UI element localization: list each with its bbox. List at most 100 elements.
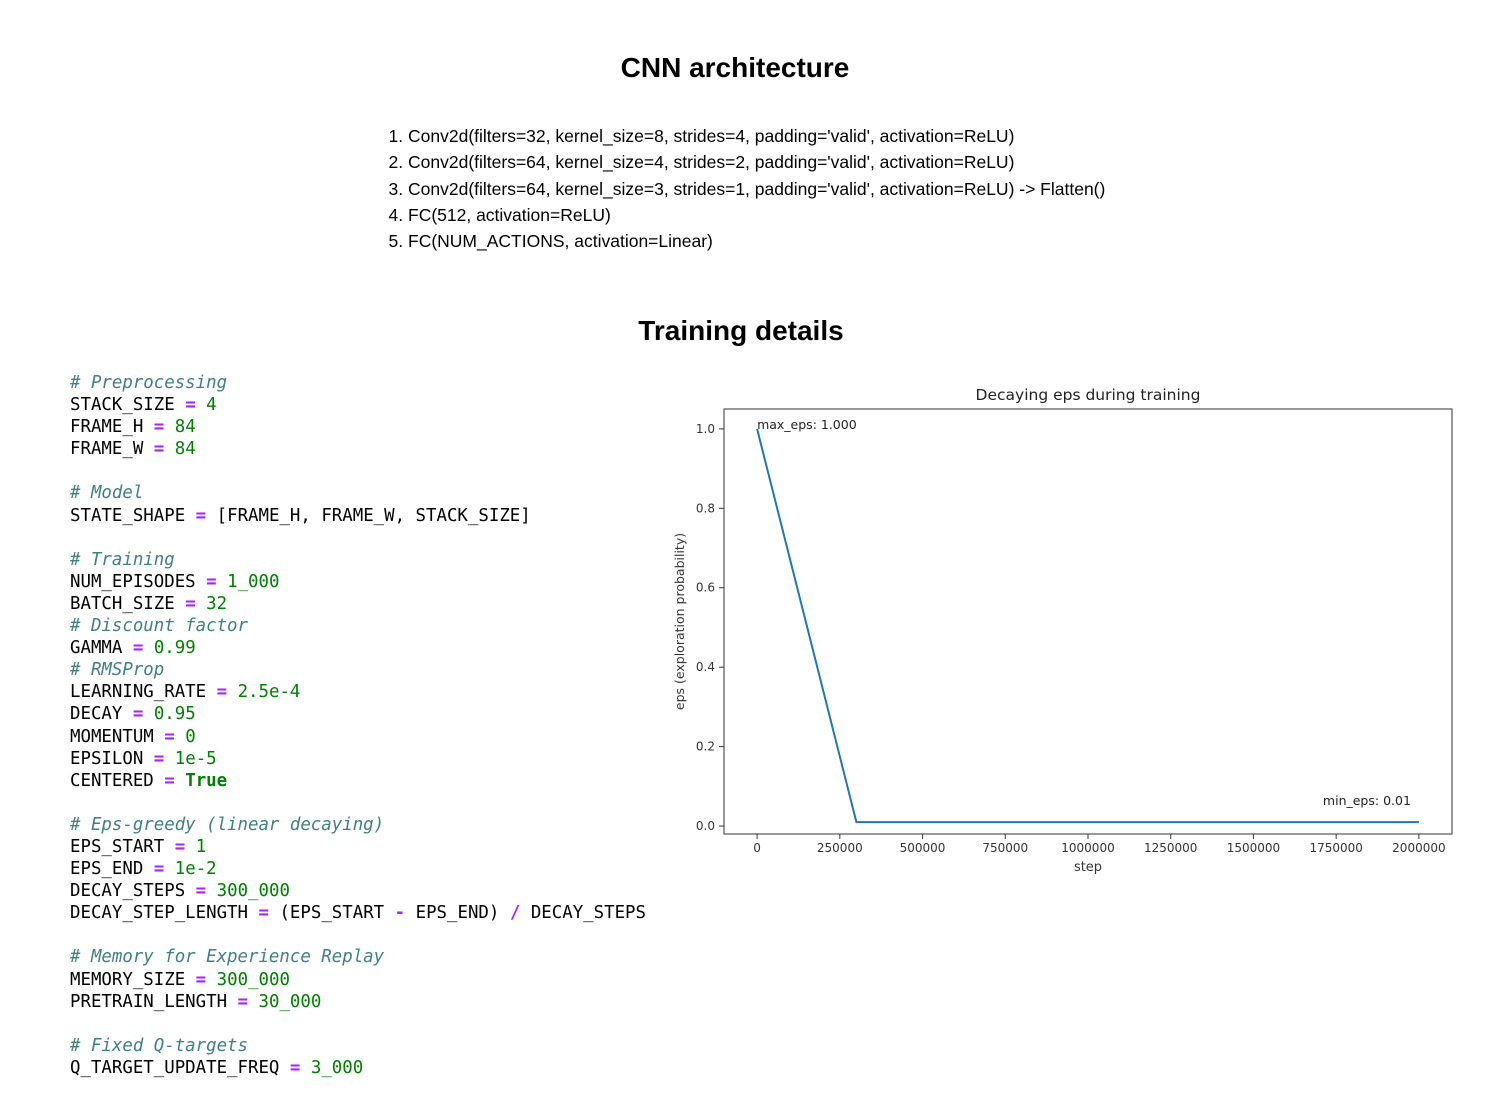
code-var: MOMENTUM bbox=[70, 726, 154, 747]
code-op: = bbox=[132, 638, 144, 659]
code-op: = bbox=[289, 1057, 301, 1078]
y-tick-label: 0.8 bbox=[696, 501, 715, 515]
code-line: # Memory for Experience Replay bbox=[70, 946, 646, 968]
eps-decay-chart: Decaying eps during training 0 250000 50000… bbox=[672, 386, 1453, 875]
code-value: 4 bbox=[206, 395, 217, 416]
code-value: 32 bbox=[206, 593, 228, 614]
code-op: = bbox=[258, 903, 269, 924]
code-op: = bbox=[237, 991, 249, 1012]
code-op: = bbox=[132, 704, 144, 725]
code-value: 84 bbox=[174, 439, 196, 460]
code-comment: # Eps-greedy (linear decaying) bbox=[70, 814, 385, 835]
code-var: EPSILON bbox=[70, 748, 144, 769]
code-line: EPSILON = 1e-5 bbox=[70, 748, 646, 770]
y-tick-label: 0.2 bbox=[696, 740, 715, 754]
code-line: DECAY = 0.95 bbox=[70, 703, 646, 725]
code-var: PRETRAIN_LENGTH bbox=[70, 991, 228, 1012]
code-line: DECAY_STEPS = 300_000 bbox=[70, 880, 646, 902]
code-value: 0.99 bbox=[153, 638, 196, 659]
code-line: FRAME_W = 84 bbox=[70, 438, 646, 460]
x-tick-label: 500000 bbox=[900, 841, 946, 855]
code-var: DECAY_STEPS bbox=[70, 881, 186, 902]
code-comment: # Fixed Q-targets bbox=[70, 1035, 248, 1056]
code-var: FRAME_W bbox=[70, 439, 144, 460]
code-line: EPS_END = 1e-2 bbox=[70, 858, 646, 880]
code-comment: # RMSProp bbox=[70, 660, 165, 681]
code-var: Q_TARGET_UPDATE_FREQ bbox=[70, 1057, 280, 1078]
code-op: / bbox=[509, 903, 521, 924]
code-op: = bbox=[206, 571, 217, 592]
plot-frame bbox=[723, 408, 1453, 835]
code-expr: DECAY_STEPS bbox=[530, 903, 646, 924]
eps-series-line bbox=[756, 428, 1419, 824]
x-tick-label: 1250000 bbox=[1144, 841, 1197, 855]
code-value: 30_000 bbox=[258, 991, 322, 1012]
code-op: = bbox=[216, 682, 228, 703]
code-comment: # Discount factor bbox=[70, 616, 248, 637]
code-var: FRAME_H bbox=[70, 417, 144, 438]
code-var: NUM_EPISODES bbox=[70, 571, 196, 592]
code-var: DECAY bbox=[70, 704, 123, 725]
code-comment: # Preprocessing bbox=[70, 373, 228, 393]
architecture-layer-4: FC(512, activation=ReLU) bbox=[408, 202, 1105, 228]
code-line: MEMORY_SIZE = 300_000 bbox=[70, 969, 646, 991]
y-axis-label: eps (exploration probability) bbox=[672, 533, 687, 710]
y-tick-label: 0.6 bbox=[696, 581, 715, 595]
code-value: 1_000 bbox=[227, 571, 280, 592]
code-line: BATCH_SIZE = 32 bbox=[70, 593, 646, 615]
code-line: # Fixed Q-targets bbox=[70, 1035, 646, 1057]
code-line: DECAY_STEP_LENGTH = (EPS_START - EPS_END… bbox=[70, 902, 646, 924]
code-value: 1e-2 bbox=[174, 859, 217, 880]
y-tick-label: 0.4 bbox=[696, 660, 715, 674]
code-value: 0 bbox=[185, 726, 196, 747]
code-op: = bbox=[185, 395, 196, 416]
code-keyword: True bbox=[185, 770, 228, 791]
code-expr: (EPS_START bbox=[279, 903, 385, 924]
x-tick-label: 750000 bbox=[982, 841, 1028, 855]
code-line: # RMSProp bbox=[70, 659, 646, 681]
code-var: BATCH_SIZE bbox=[70, 593, 175, 614]
code-value: 84 bbox=[174, 417, 196, 438]
code-line: PRETRAIN_LENGTH = 30_000 bbox=[70, 991, 646, 1013]
code-line: MOMENTUM = 0 bbox=[70, 726, 646, 748]
code-value: 0.95 bbox=[153, 704, 196, 725]
architecture-layer-1: Conv2d(filters=32, kernel_size=8, stride… bbox=[408, 123, 1105, 149]
code-line: NUM_EPISODES = 1_000 bbox=[70, 571, 646, 593]
code-line: # Eps-greedy (linear decaying) bbox=[70, 814, 646, 836]
code-op: = bbox=[185, 593, 196, 614]
code-comment: # Model bbox=[70, 483, 144, 504]
code-line: CENTERED = True bbox=[70, 770, 646, 792]
x-tick-label: 1500000 bbox=[1227, 841, 1280, 855]
architecture-layer-2: Conv2d(filters=64, kernel_size=4, stride… bbox=[408, 149, 1105, 175]
cnn-architecture-title: CNN architecture bbox=[620, 52, 850, 83]
code-op: = bbox=[153, 417, 165, 438]
x-tick-label: 1000000 bbox=[1061, 841, 1114, 855]
chart-title: Decaying eps during training bbox=[976, 386, 1201, 404]
code-comment: # Training bbox=[70, 549, 175, 570]
code-op: = bbox=[195, 881, 207, 902]
code-line: LEARNING_RATE = 2.5e-4 bbox=[70, 681, 646, 703]
x-tick-label: 0 bbox=[753, 841, 761, 855]
code-op: = bbox=[153, 748, 165, 769]
code-op: = bbox=[195, 969, 207, 990]
y-tick-label: 0.0 bbox=[696, 819, 715, 833]
code-value: 1e-5 bbox=[174, 748, 217, 769]
x-tick-label: 2000000 bbox=[1392, 841, 1445, 855]
code-var: DECAY_STEP_LENGTH bbox=[70, 903, 248, 924]
code-op: = bbox=[174, 836, 186, 857]
code-value: 1 bbox=[195, 836, 207, 857]
code-op: = bbox=[195, 505, 207, 526]
code-var: STATE_SHAPE bbox=[70, 505, 186, 526]
code-line: STACK_SIZE = 4 bbox=[70, 394, 646, 416]
code-var: GAMMA bbox=[70, 638, 123, 659]
code-line: # Discount factor bbox=[70, 615, 646, 637]
code-var: LEARNING_RATE bbox=[70, 682, 207, 703]
code-expr: EPS_END) bbox=[415, 903, 500, 924]
code-line: # Training bbox=[70, 549, 646, 571]
code-var: MEMORY_SIZE bbox=[70, 969, 186, 990]
hyperparameter-code-block: # Preprocessing STACK_SIZE = 4 FRAME_H = 8… bbox=[70, 372, 646, 1079]
code-value: [FRAME_H, FRAME_W, STACK_SIZE] bbox=[216, 505, 531, 526]
architecture-list: Conv2d(filters=32, kernel_size=8, stride… bbox=[408, 123, 1105, 254]
code-value: 300_000 bbox=[216, 881, 290, 902]
x-tick-label: 1750000 bbox=[1309, 841, 1362, 855]
